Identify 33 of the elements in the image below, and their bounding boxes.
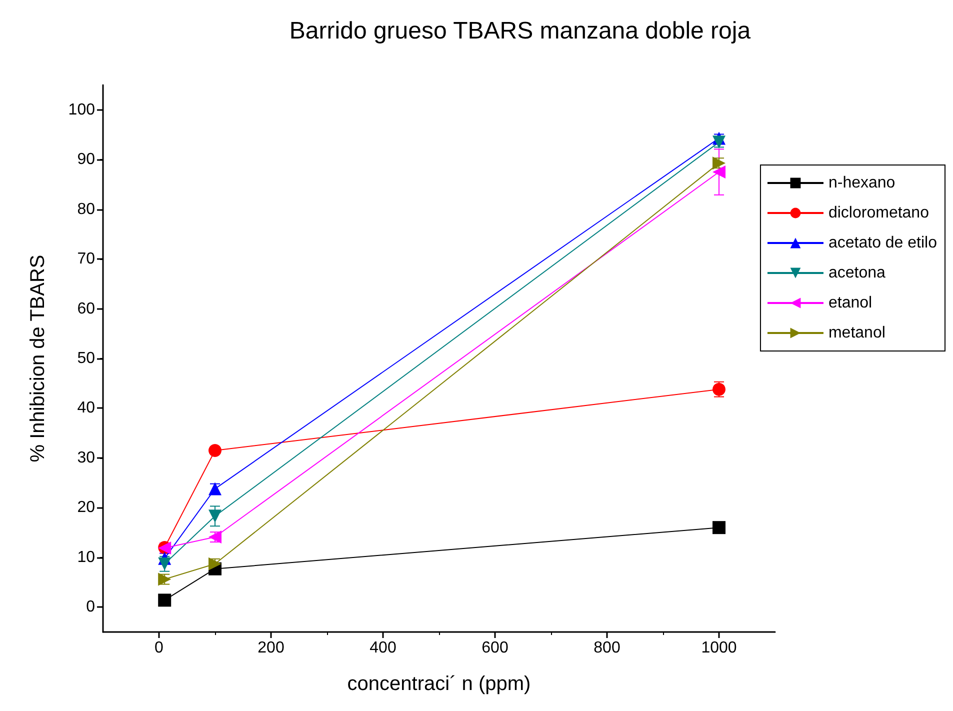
- point: [158, 594, 172, 607]
- point: [712, 521, 726, 534]
- y-tick-label: 40: [77, 400, 96, 417]
- x-tick-label: 0: [154, 640, 164, 656]
- point: [712, 136, 726, 149]
- legend-label: metanol: [828, 324, 886, 342]
- x-tick-label: 600: [482, 640, 508, 656]
- x-tick-label: 1000: [701, 640, 737, 656]
- legend-label: acetato de etilo: [828, 234, 938, 252]
- legend-label: n-hexano: [828, 174, 896, 192]
- legend-label: acetona: [828, 264, 886, 282]
- y-tick-label: 20: [77, 499, 96, 516]
- y-tick-label: 100: [68, 101, 96, 118]
- y-tick-label: 50: [77, 350, 96, 367]
- legend-label: etanol: [828, 294, 872, 312]
- point: [208, 482, 222, 496]
- point: [712, 166, 726, 179]
- y-tick-label: 70: [77, 250, 96, 268]
- x-tick-label: 200: [258, 640, 284, 656]
- x-tick-label: 400: [370, 640, 396, 656]
- y-tick-label: 0: [86, 598, 96, 616]
- chart-title: Barrido grueso TBARS manzana doble roja: [289, 18, 752, 44]
- y-tick-label: 80: [77, 200, 96, 218]
- x-tick-label: 800: [594, 640, 620, 656]
- legend-label: diclorometano: [828, 204, 930, 222]
- point: [208, 444, 222, 457]
- y-tick-label: 10: [77, 548, 96, 566]
- y-tick-label: 90: [77, 151, 96, 168]
- y-axis-title: % Inhibicion de TBARS: [27, 254, 49, 462]
- y-tick-label: 60: [77, 300, 96, 318]
- point: [208, 510, 222, 523]
- x-axis-title: concentraci´ n (ppm): [347, 673, 531, 695]
- y-tick-label: 30: [77, 449, 96, 466]
